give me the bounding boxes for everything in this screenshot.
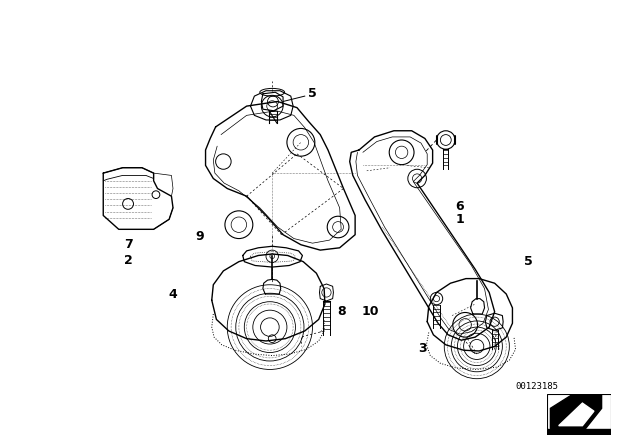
Text: 4: 4 (168, 288, 177, 301)
Text: 1: 1 (456, 213, 464, 226)
Text: 3: 3 (418, 342, 427, 355)
Bar (547, 428, 611, 435)
Text: 5: 5 (524, 255, 532, 268)
Text: 6: 6 (456, 200, 464, 213)
Text: 7: 7 (124, 238, 132, 251)
Text: 00123185: 00123185 (516, 382, 559, 391)
Text: 10: 10 (362, 305, 380, 318)
Text: 8: 8 (338, 305, 346, 318)
Polygon shape (550, 395, 602, 428)
Polygon shape (559, 403, 594, 426)
Text: 5: 5 (308, 87, 317, 100)
Text: 2: 2 (124, 254, 132, 267)
Text: 9: 9 (196, 230, 204, 243)
